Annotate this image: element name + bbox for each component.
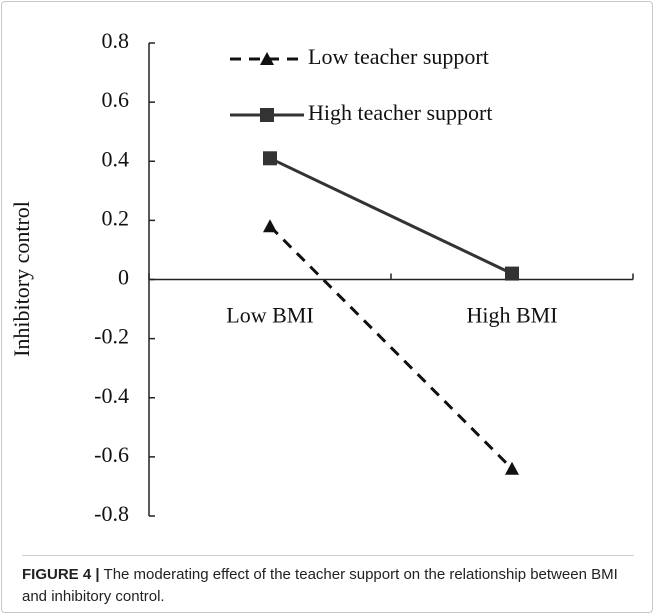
marker (505, 461, 519, 475)
legend-marker (260, 108, 274, 122)
x-tick-label: High BMI (466, 303, 557, 328)
y-tick-label: 0.6 (102, 87, 130, 112)
legend-label: Low teacher support (308, 44, 489, 69)
y-tick-label: -0.2 (94, 324, 129, 349)
marker (263, 151, 277, 166)
caption: FIGURE 4 | The moderating effect of the t… (22, 564, 642, 608)
x-tick-label: Low BMI (226, 303, 313, 328)
series-line (268, 225, 514, 470)
y-axis-label: Inhibitory control (9, 201, 34, 357)
y-tick-label: 0.8 (102, 28, 130, 53)
y-tick-label: -0.8 (94, 501, 129, 526)
y-tick-label: 0 (118, 265, 129, 290)
legend-label: High teacher support (308, 100, 493, 125)
marker (263, 219, 277, 233)
y-tick-label: 0.4 (102, 146, 130, 171)
caption-label: FIGURE 4 | (22, 566, 100, 583)
caption-text: The moderating effect of the teacher sup… (22, 566, 618, 605)
separator (22, 555, 634, 556)
chart: Inhibitory control -0.8 -0.6 -0.4 -0.2 0 0.2 0… (9, 28, 634, 526)
y-tick-label: -0.6 (94, 442, 129, 467)
series-line (269, 156, 513, 275)
legend-marker (260, 52, 274, 65)
y-tick-label: -0.4 (94, 383, 129, 408)
y-tick-label: 0.2 (102, 205, 130, 230)
marker (505, 266, 519, 281)
